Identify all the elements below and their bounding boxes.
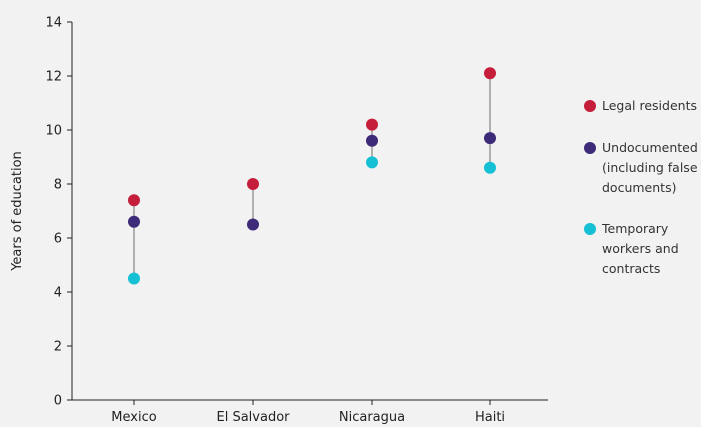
legend-label: workers and [602, 241, 679, 256]
y-tick-label: 12 [45, 70, 62, 85]
data-point [366, 118, 378, 131]
data-point [484, 132, 496, 145]
legend-label: Undocumented [602, 140, 698, 155]
data-point [366, 134, 378, 147]
legend-marker [584, 142, 596, 154]
y-tick-labels: 0 2 4 6 8 10 12 14 [45, 16, 62, 409]
data-point [247, 218, 259, 231]
data-point [128, 215, 140, 228]
data-point [484, 67, 496, 80]
y-tick-label: 0 [54, 394, 62, 409]
y-tick-label: 2 [54, 340, 62, 355]
axes [67, 21, 548, 405]
x-tick-label: Mexico [111, 410, 156, 425]
legend-label: Temporary [601, 221, 669, 236]
legend-marker [584, 100, 596, 112]
legend: Legal residents Undocumented (including fa… [584, 98, 698, 276]
y-axis-title: Years of education [10, 151, 25, 272]
data-point [484, 161, 496, 174]
legend-label: documents) [602, 180, 676, 195]
y-tick-label: 4 [54, 286, 62, 301]
legend-label: Legal residents [602, 98, 697, 113]
data-point [366, 156, 378, 169]
data-point [247, 178, 259, 190]
legend-label: contracts [602, 261, 660, 276]
legend-label: (including false [602, 160, 698, 175]
y-tick-label: 14 [45, 16, 62, 31]
x-tick-label: Haiti [475, 410, 505, 425]
y-tick-label: 6 [54, 232, 62, 247]
data-point [128, 194, 140, 207]
data-point [128, 272, 140, 285]
x-tick-labels: Mexico El Salvador Nicaragua Haiti [111, 410, 505, 425]
x-tick-label: Nicaragua [339, 410, 405, 425]
legend-marker [584, 223, 596, 235]
y-tick-label: 8 [54, 178, 62, 193]
y-tick-label: 10 [45, 124, 62, 139]
x-tick-label: El Salvador [217, 410, 291, 425]
range-connectors [133, 73, 491, 279]
data-points [128, 67, 496, 285]
